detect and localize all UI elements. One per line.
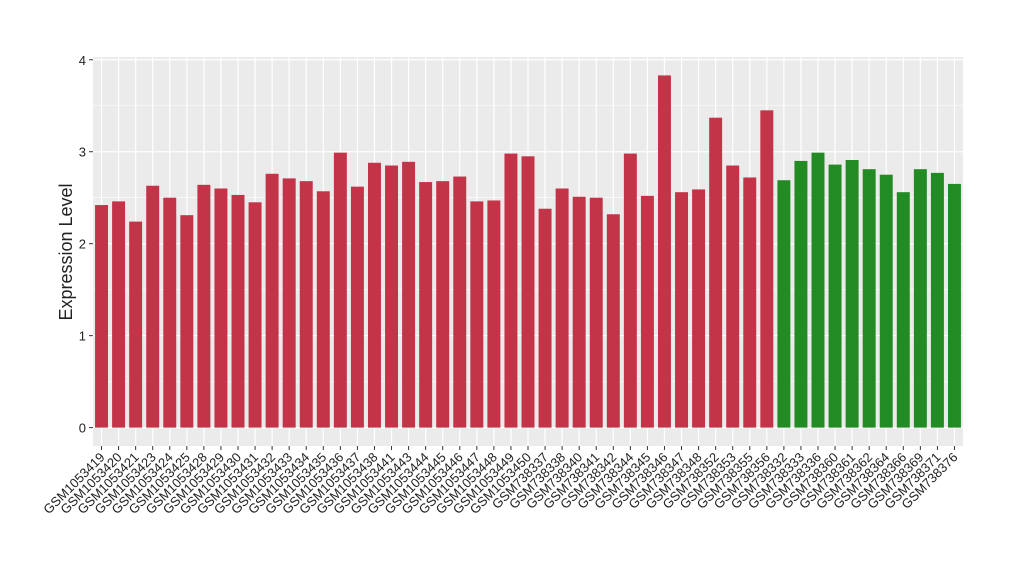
bar (367, 162, 381, 428)
bar (862, 169, 876, 428)
bar (453, 176, 467, 428)
bar (265, 173, 279, 428)
bar (777, 180, 791, 428)
bar (419, 182, 433, 428)
bar (896, 192, 910, 428)
bar (470, 201, 484, 428)
y-axis-title: Expression Level (56, 183, 76, 320)
bar (572, 196, 586, 428)
bar (129, 221, 143, 428)
bar (930, 172, 944, 428)
bar (947, 183, 961, 428)
bar (436, 181, 450, 428)
bar (657, 75, 671, 428)
bar (248, 202, 262, 428)
bar (197, 184, 211, 428)
bar (538, 208, 552, 428)
bar (385, 165, 399, 428)
bar (879, 174, 893, 428)
bar (606, 214, 620, 428)
bar (555, 188, 569, 428)
bar (316, 191, 330, 428)
bar (112, 201, 126, 428)
bar (163, 197, 177, 428)
bar (589, 197, 603, 428)
y-tick-label: 1 (79, 329, 86, 344)
bar (709, 117, 723, 428)
bar (214, 188, 228, 428)
bar (504, 153, 518, 428)
bar (333, 152, 347, 428)
bar (794, 160, 808, 428)
y-tick-label: 3 (79, 145, 86, 160)
bar (913, 169, 927, 428)
y-tick-label: 2 (79, 237, 86, 252)
bar (692, 189, 706, 428)
bar (146, 185, 160, 428)
bar (845, 159, 859, 428)
bar (299, 181, 313, 428)
bar (640, 195, 654, 428)
bar (623, 153, 637, 428)
bar (726, 165, 740, 428)
y-tick-label: 4 (79, 53, 86, 68)
bar (760, 110, 774, 428)
y-tick-label: 0 (79, 421, 86, 436)
bar (95, 205, 109, 428)
bar (675, 192, 689, 428)
bar (521, 156, 535, 428)
bar (180, 215, 194, 428)
bar (231, 194, 245, 428)
bar (828, 164, 842, 428)
bar (402, 161, 416, 428)
bar (350, 186, 364, 428)
bar (811, 152, 825, 428)
bar (282, 178, 296, 428)
bar (743, 177, 757, 428)
bar (487, 200, 501, 428)
